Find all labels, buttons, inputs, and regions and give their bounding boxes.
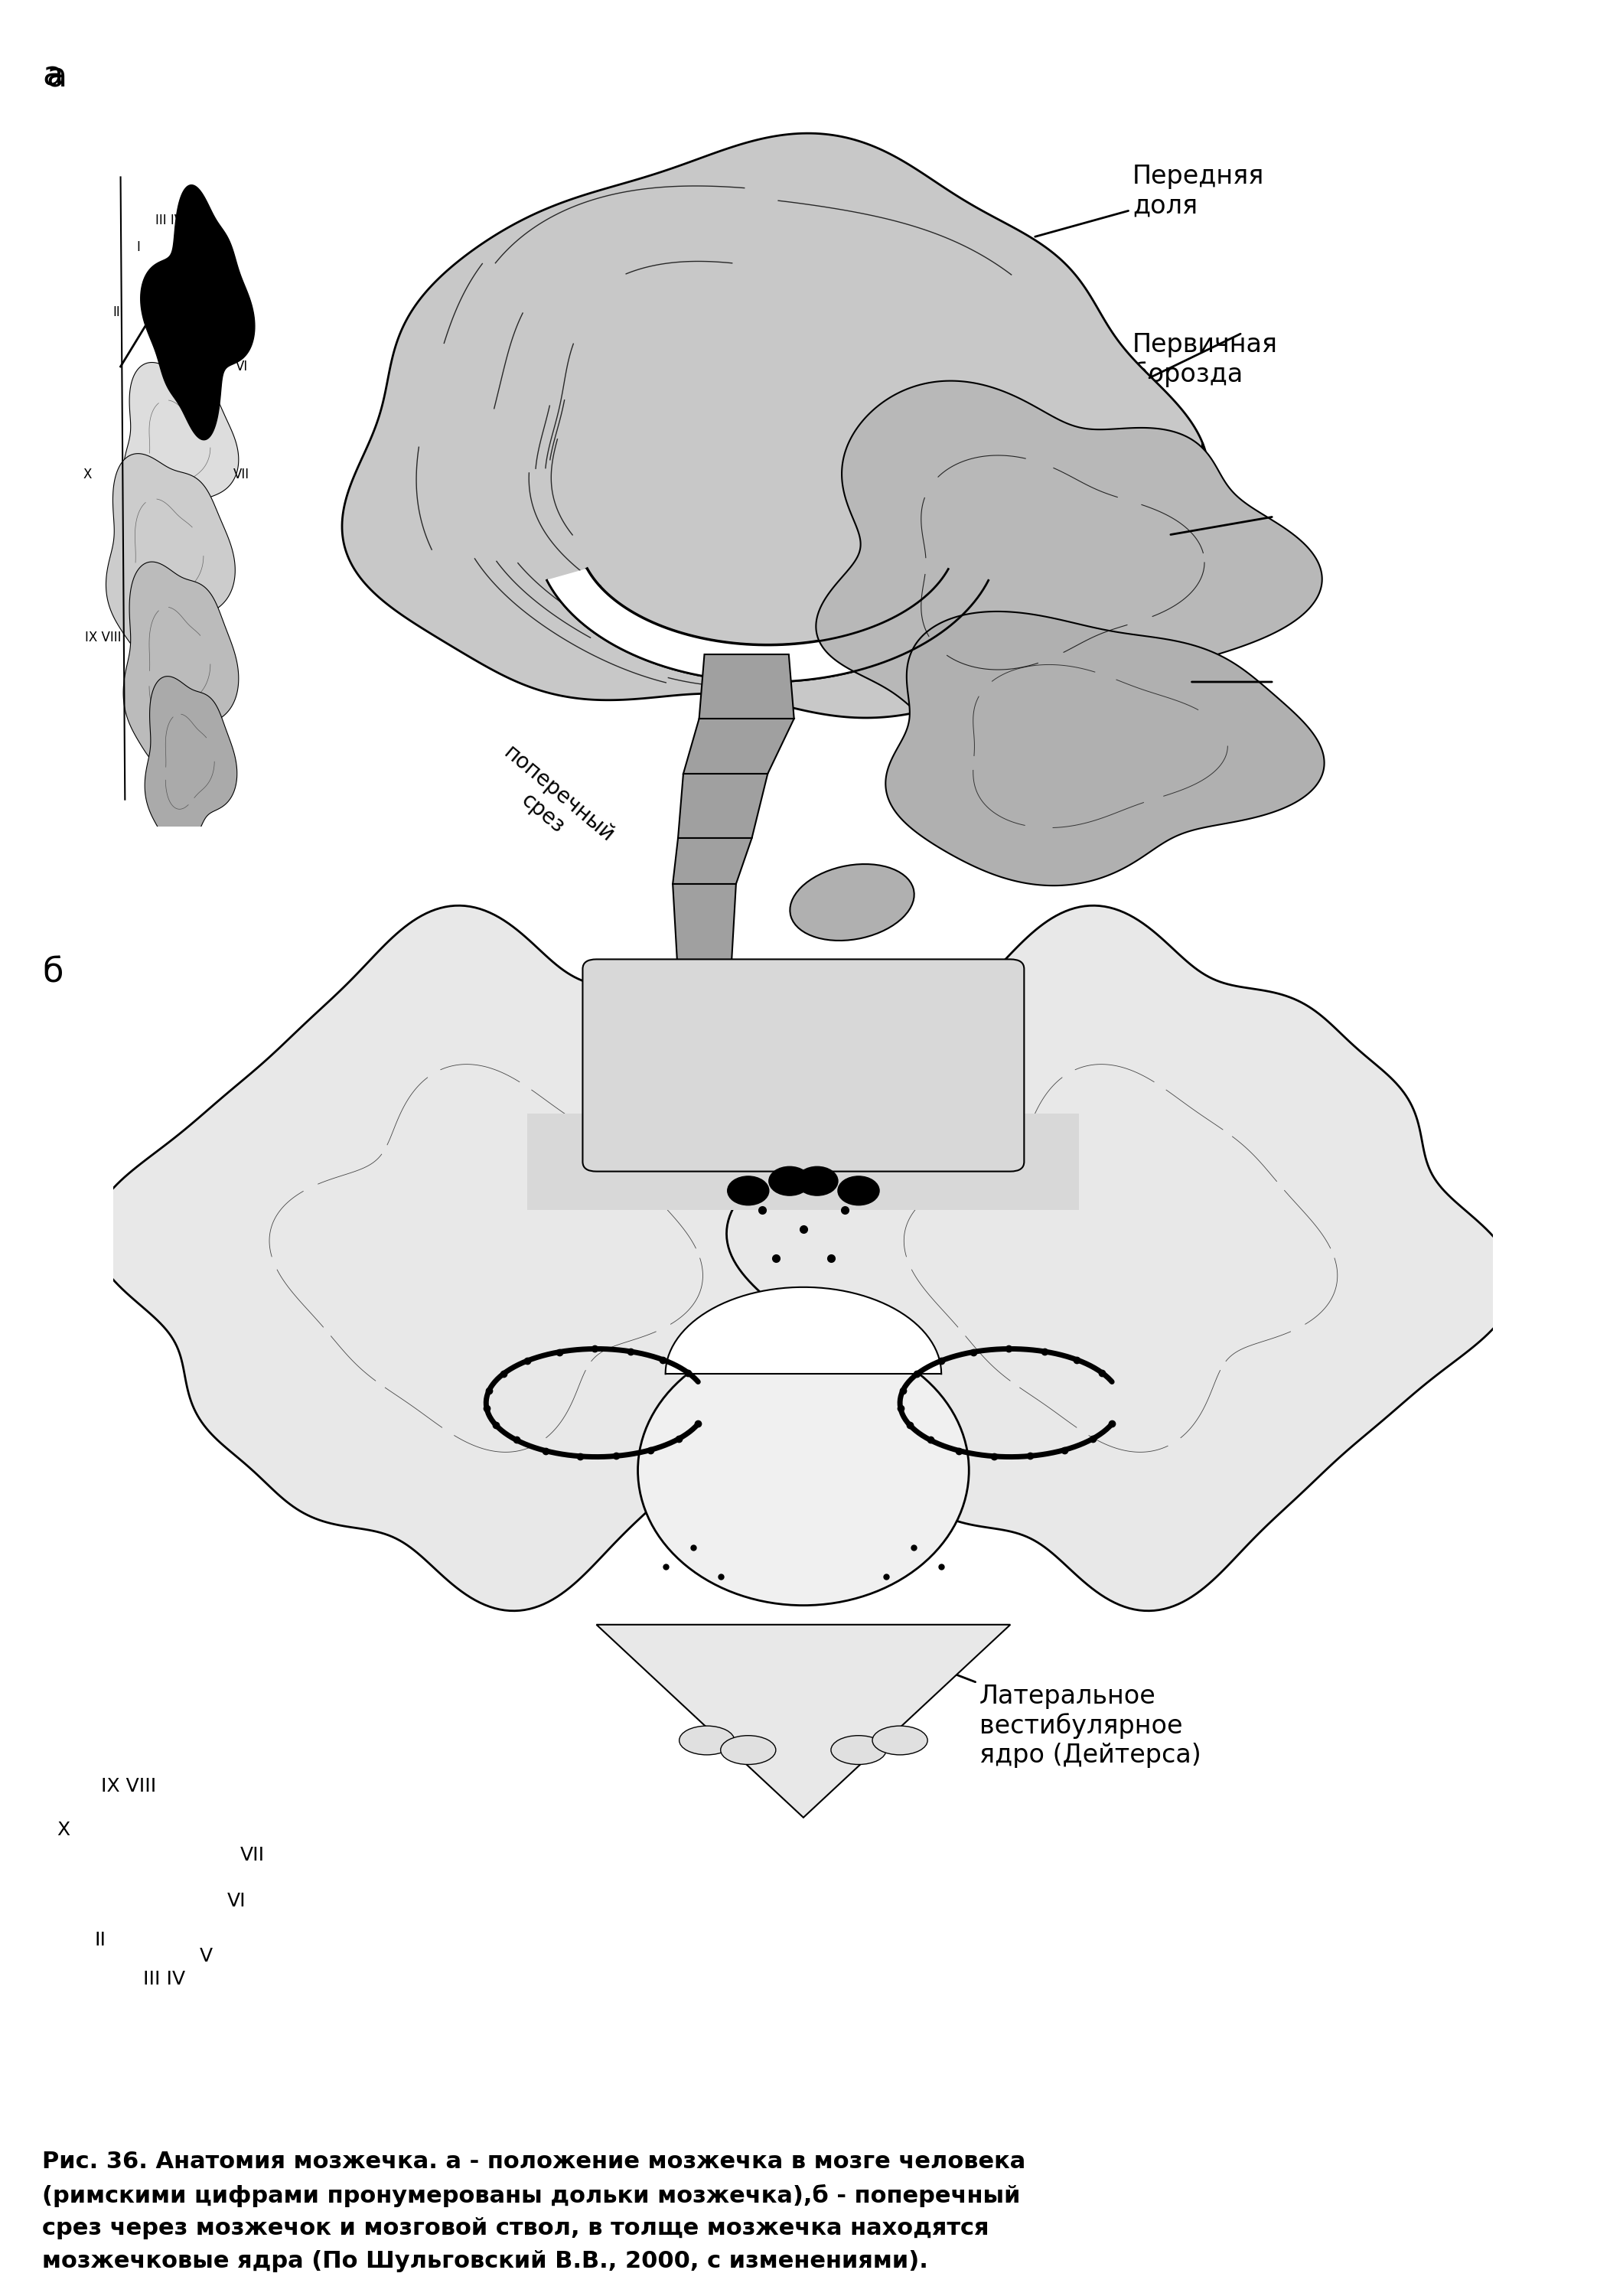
Polygon shape xyxy=(597,1626,1010,1818)
Polygon shape xyxy=(141,186,255,441)
Text: Рис. 36. Анатомия мозжечка. а - положение мозжечка в мозге человека
(римскими ци: Рис. 36. Анатомия мозжечка. а - положени… xyxy=(42,2151,1026,2273)
Ellipse shape xyxy=(678,1727,734,1754)
Text: зубчатое: зубчатое xyxy=(820,1169,971,1283)
Text: V: V xyxy=(216,253,224,266)
Text: а: а xyxy=(42,60,63,92)
Text: Латеральное
вестибулярное
ядро (Дейтерса): Латеральное вестибулярное ядро (Дейтерса… xyxy=(881,1646,1201,1768)
Polygon shape xyxy=(803,1114,1079,1210)
Text: IX VIII: IX VIII xyxy=(101,1777,156,1795)
Polygon shape xyxy=(683,719,794,774)
Polygon shape xyxy=(527,1114,803,1210)
Text: Флоккулондулярная
доля: Флоккулондулярная доля xyxy=(959,776,1272,831)
Polygon shape xyxy=(816,381,1323,753)
Text: III IV: III IV xyxy=(143,1970,185,1988)
Text: X: X xyxy=(83,468,93,482)
Ellipse shape xyxy=(831,1736,886,1763)
Circle shape xyxy=(769,1166,810,1196)
Ellipse shape xyxy=(638,1336,969,1605)
Text: Кора
мозжечка: Кора мозжечка xyxy=(263,1150,472,1208)
FancyBboxPatch shape xyxy=(583,960,1024,1171)
Text: IX VIII: IX VIII xyxy=(84,631,122,643)
Text: II: II xyxy=(94,1931,105,1949)
Polygon shape xyxy=(342,133,1209,746)
Text: округлое: округлое xyxy=(812,1093,972,1254)
Text: V: V xyxy=(200,1947,213,1965)
Text: Передняя
доля: Передняя доля xyxy=(1035,163,1264,236)
Polygon shape xyxy=(674,838,751,884)
Polygon shape xyxy=(674,884,737,976)
Polygon shape xyxy=(700,654,794,719)
Circle shape xyxy=(727,1176,769,1205)
Ellipse shape xyxy=(790,863,914,941)
Circle shape xyxy=(797,1166,837,1196)
Polygon shape xyxy=(678,774,768,838)
Text: VII: VII xyxy=(240,1846,265,1864)
Polygon shape xyxy=(123,563,239,771)
Polygon shape xyxy=(547,569,988,682)
Text: Ядра мозжечка:: Ядра мозжечка: xyxy=(812,987,1029,1013)
Text: поперечный
срез: поперечный срез xyxy=(484,742,618,866)
Text: б: б xyxy=(42,957,63,990)
Text: II: II xyxy=(112,305,120,319)
Text: X: X xyxy=(57,1821,70,1839)
Text: VI: VI xyxy=(227,1892,247,1910)
Text: а: а xyxy=(45,62,67,94)
Polygon shape xyxy=(123,363,239,537)
Polygon shape xyxy=(665,1288,941,1373)
Polygon shape xyxy=(727,905,1514,1612)
Polygon shape xyxy=(105,455,235,661)
Text: III IV: III IV xyxy=(156,214,183,227)
Text: VI: VI xyxy=(235,360,248,374)
Ellipse shape xyxy=(721,1736,776,1763)
Polygon shape xyxy=(144,677,237,850)
Ellipse shape xyxy=(873,1727,928,1754)
Text: шатра: шатра xyxy=(808,1056,935,1238)
Circle shape xyxy=(837,1176,880,1205)
Text: пробковидное: пробковидное xyxy=(816,1132,1042,1270)
Polygon shape xyxy=(886,611,1324,886)
Text: Первичная
борозда: Первичная борозда xyxy=(1058,333,1277,397)
Polygon shape xyxy=(93,905,880,1612)
Text: I: I xyxy=(136,241,140,255)
Text: VII: VII xyxy=(234,468,250,482)
Text: Задняя
доля: Задняя доля xyxy=(1073,507,1230,563)
